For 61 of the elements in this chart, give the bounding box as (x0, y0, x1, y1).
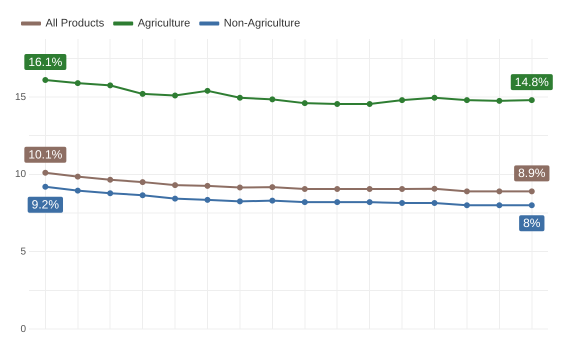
point (74, 80, 81, 86)
point (42, 76, 48, 83)
point (172, 182, 178, 188)
point (74, 174, 81, 180)
point (496, 188, 502, 194)
point (528, 188, 535, 194)
y-tick-label: 15 (15, 92, 27, 103)
point (464, 97, 470, 104)
point (269, 184, 276, 190)
point (334, 199, 340, 206)
legend-label: All Products (46, 18, 105, 30)
point (172, 92, 178, 98)
point (399, 97, 406, 104)
data-label: 14.8% (514, 74, 550, 89)
point (431, 200, 438, 206)
point (399, 200, 406, 206)
point (399, 186, 406, 192)
point (302, 186, 308, 192)
data-label: 16.1% (28, 54, 63, 69)
point (42, 184, 48, 190)
point (528, 97, 535, 104)
point (366, 100, 373, 107)
point (140, 179, 146, 186)
point (302, 199, 308, 206)
point (204, 196, 210, 203)
point (42, 170, 48, 176)
point (269, 198, 276, 204)
point (431, 186, 438, 192)
point (204, 182, 210, 189)
legend-label: Non-Agriculture (224, 18, 300, 30)
y-tick-label: 5 (20, 246, 27, 258)
point (140, 90, 146, 97)
point (236, 198, 243, 204)
point (431, 94, 438, 101)
y-tick-label: 10 (15, 169, 27, 180)
point (204, 88, 210, 94)
point (496, 202, 502, 208)
data-label: 8.9% (518, 166, 546, 180)
point (366, 186, 373, 192)
point (107, 82, 114, 88)
data-label: 9.2% (32, 198, 60, 212)
point (269, 96, 276, 102)
data-label: 8% (523, 216, 541, 230)
legend-label: Agriculture (138, 18, 190, 30)
y-tick-label: 0 (20, 324, 27, 335)
point (236, 184, 243, 190)
point (464, 202, 470, 208)
point (107, 190, 114, 196)
point (334, 186, 340, 192)
point (74, 188, 81, 194)
point (496, 98, 502, 104)
point (528, 202, 535, 208)
point (464, 188, 470, 194)
point (236, 94, 243, 101)
data-label: 10.1% (28, 148, 63, 162)
point (366, 199, 373, 206)
point (140, 192, 146, 198)
point (302, 100, 308, 106)
point (172, 196, 178, 202)
point (107, 176, 114, 183)
point (334, 100, 340, 107)
